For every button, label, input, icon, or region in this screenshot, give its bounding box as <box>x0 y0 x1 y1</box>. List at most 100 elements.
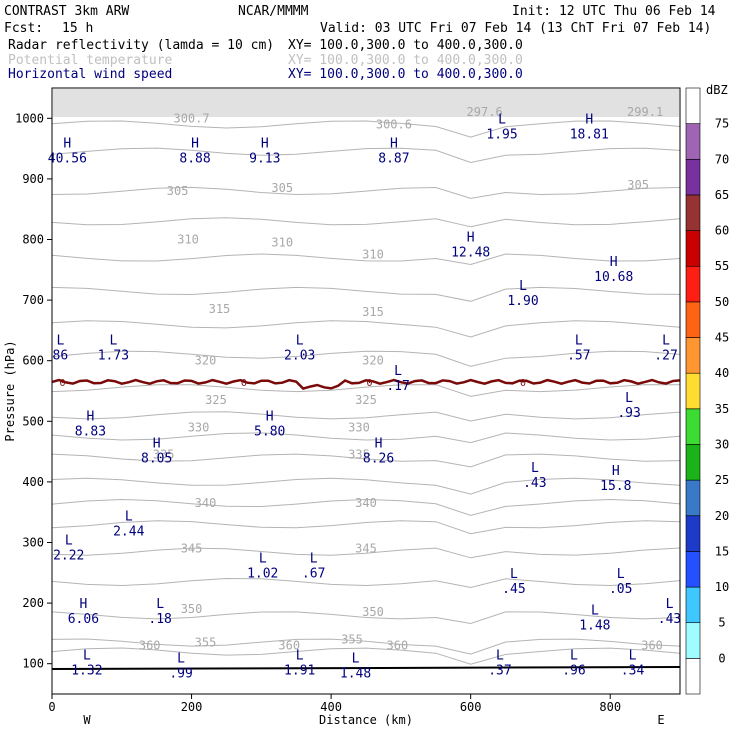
wind-extremum: H40.56 <box>48 137 87 167</box>
x-tick-label: 800 <box>599 700 621 714</box>
extremum-value: 1.91 <box>284 664 315 679</box>
extremum-value: .34 <box>621 664 645 679</box>
wind-extremum: H9.13 <box>249 137 280 167</box>
extremum-type: L <box>591 603 599 618</box>
field-name-wind: Horizontal wind speed <box>8 67 172 82</box>
extremum-value: 2.44 <box>113 524 144 539</box>
extremum-type: L <box>519 279 527 294</box>
theta-label: 355 <box>195 635 217 649</box>
colorbar-swatch <box>685 158 701 196</box>
extremum-value: 40.56 <box>48 152 87 167</box>
wind-extremum: L1.95 <box>486 112 517 142</box>
colorbar-level-label: 25 <box>715 473 729 487</box>
extremum-value: 6.06 <box>68 612 99 627</box>
wind-extremum: H12.48 <box>451 231 490 261</box>
freezing-level-line <box>51 378 681 391</box>
x-axis-label: Distance (km) <box>319 713 413 727</box>
plot-area: 360 355 360 355 360 360 350 350 345 345 340 340 335 3… <box>48 87 681 695</box>
theta-contour <box>51 520 681 535</box>
y-tick-label: 400 <box>22 475 44 489</box>
theta-contour <box>51 350 681 367</box>
theta-label: 345 <box>181 542 203 556</box>
colorbar-swatch <box>685 194 701 231</box>
theta-contour <box>51 147 681 164</box>
extremum-value: 1.73 <box>98 349 129 364</box>
extremum-value: 86 <box>53 349 69 364</box>
extremum-type: H <box>79 597 87 612</box>
theta-label: 315 <box>209 302 231 316</box>
wind-extremum: L.17 <box>386 364 409 394</box>
wind-extremum: L1.02 <box>247 552 278 582</box>
wind-extremum: L.99 <box>169 652 192 682</box>
theta-contour <box>51 217 681 228</box>
colorbar-swatch <box>685 372 701 410</box>
extremum-type: H <box>63 137 71 152</box>
x-axis: 0 200 400 600 800 <box>48 694 621 714</box>
colorbar-swatch <box>685 87 701 124</box>
freezing-level-label: 0 <box>366 378 372 389</box>
colorbar-swatch <box>685 265 701 303</box>
freezing-level-label: 0 <box>59 378 65 389</box>
freezing-level-label: 0 <box>520 378 526 389</box>
extremum-type: L <box>625 391 633 406</box>
extremum-type: L <box>177 652 185 667</box>
wind-extremum: L1.91 <box>284 649 315 679</box>
x-tick-label: 0 <box>48 700 55 714</box>
wind-extremum: L.67 <box>302 552 325 582</box>
organization-label: NCAR/MMMM <box>238 4 309 19</box>
colorbar-level-label: 30 <box>715 437 729 451</box>
y-tick-label: 700 <box>22 293 44 307</box>
x-axis-east-label: E <box>657 713 664 727</box>
theta-label: 330 <box>188 420 210 434</box>
extremum-value: .05 <box>609 582 632 597</box>
extremum-value: 8.05 <box>141 452 172 467</box>
wind-extremum: L1.73 <box>98 334 129 364</box>
x-tick-label: 400 <box>320 700 342 714</box>
theta-label: 310 <box>177 233 199 247</box>
valid-time: Valid: 03 UTC Fri 07 Feb 14 (13 ChT Fri … <box>320 21 711 36</box>
extremum-value: .96 <box>562 664 585 679</box>
wind-extremum: L.05 <box>609 567 632 597</box>
colorbar-swatch <box>685 337 701 374</box>
extremum-value: .99 <box>169 667 192 682</box>
extremum-value: 1.48 <box>340 667 371 682</box>
theta-label: 350 <box>181 602 203 616</box>
theta-label: 340 <box>195 496 217 510</box>
extremum-type: H <box>191 137 199 152</box>
wind-extremum: L.45 <box>502 567 525 597</box>
field-name-theta: Potential temperature <box>8 53 173 68</box>
extremum-type: L <box>531 461 539 476</box>
theta-label: 305 <box>271 181 293 195</box>
colorbar-swatch <box>685 230 701 267</box>
wind-extremum: H8.88 <box>179 137 210 167</box>
colorbar-swatch <box>685 123 701 160</box>
init-time: Init: 12 UTC Thu 06 Feb 14 <box>512 4 716 19</box>
theta-label: 340 <box>355 496 377 510</box>
extremum-type: H <box>261 137 269 152</box>
colorbar-swatch <box>685 586 701 624</box>
extremum-value: .67 <box>302 567 325 582</box>
extremum-type: H <box>266 409 274 424</box>
extremum-type: H <box>153 437 161 452</box>
colorbar-level-label: 60 <box>715 224 729 238</box>
theta-labels: 360 355 360 355 360 360 350 350 345 345 340 340 335 3… <box>139 105 663 652</box>
wind-extremum: L.27 <box>654 334 677 364</box>
wind-extremum: L2.22 <box>53 534 84 564</box>
theta-label: 320 <box>195 354 217 368</box>
colorbar-unit: dBZ <box>706 83 728 97</box>
theta-contour <box>51 432 681 444</box>
colorbar-level-label: 50 <box>715 295 729 309</box>
extremum-value: 15.8 <box>600 479 631 494</box>
theta-contour <box>51 638 681 655</box>
extremum-value: 5.80 <box>254 424 285 439</box>
extremum-value: 18.81 <box>570 127 609 142</box>
extremum-value: .43 <box>523 476 546 491</box>
extremum-value: 8.83 <box>75 424 106 439</box>
figure-header: CONTRAST 3km ARW NCAR/MMMM Init: 12 UTC … <box>4 4 716 82</box>
extremum-value: 10.68 <box>594 270 633 285</box>
extremum-type: L <box>296 649 304 664</box>
theta-contour <box>51 253 681 266</box>
extremum-value: 12.48 <box>451 246 490 261</box>
plot-frame <box>51 87 681 695</box>
theta-contour <box>51 453 681 468</box>
